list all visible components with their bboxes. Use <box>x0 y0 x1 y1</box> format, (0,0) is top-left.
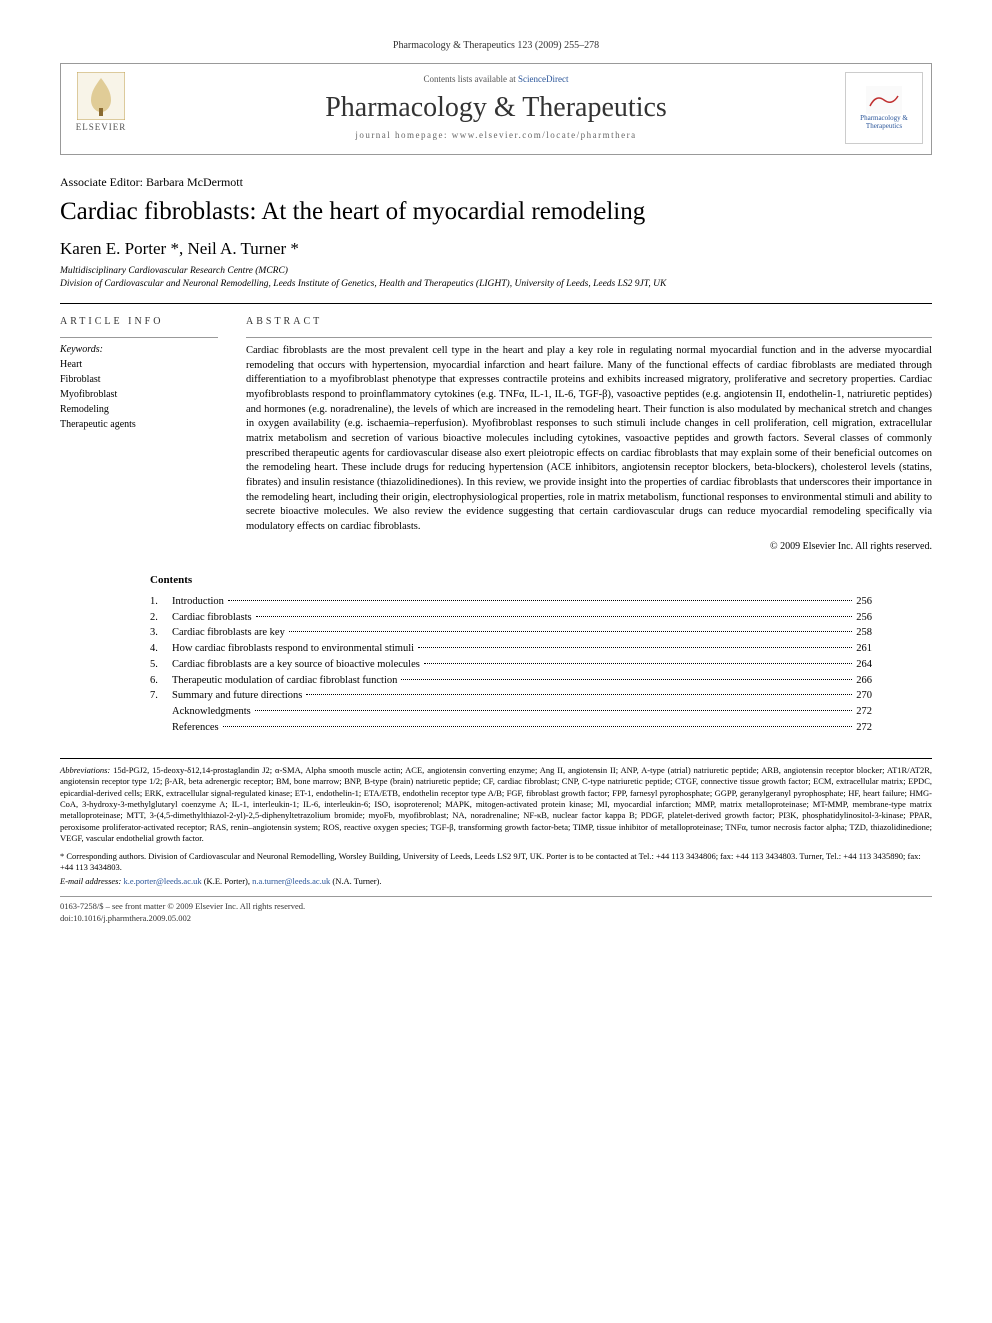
toc-row: 1.Introduction 256 <box>150 594 872 610</box>
toc-page: 270 <box>856 688 872 704</box>
copyright-line: © 2009 Elsevier Inc. All rights reserved… <box>246 541 932 552</box>
toc-page: 264 <box>856 657 872 673</box>
corresponding-authors: * Corresponding authors. Division of Car… <box>60 851 932 874</box>
toc-label: References <box>172 720 219 736</box>
toc-dots <box>223 726 853 727</box>
toc-dots <box>418 647 852 648</box>
publisher-label: ELSEVIER <box>76 122 127 132</box>
publisher-logo: ELSEVIER <box>69 72 133 144</box>
toc-number: 7. <box>150 688 172 704</box>
info-abstract-row: ARTICLE INFO Keywords: Heart Fibroblast … <box>60 303 932 552</box>
elsevier-tree-icon <box>77 72 125 120</box>
toc-row: Acknowledgments 272 <box>150 704 872 720</box>
email-label: E-mail addresses: <box>60 876 121 886</box>
journal-cover-thumb: Pharmacology & Therapeutics <box>845 72 923 144</box>
keywords-list: Heart Fibroblast Myofibroblast Remodelin… <box>60 357 218 432</box>
abbreviations-label: Abbreviations: <box>60 765 110 775</box>
toc-label: Summary and future directions <box>172 688 302 704</box>
toc-number: 1. <box>150 594 172 610</box>
keyword-item: Fibroblast <box>60 372 218 387</box>
keyword-item: Myofibroblast <box>60 387 218 402</box>
keywords-label: Keywords: <box>60 337 218 355</box>
email-who: (N.A. Turner). <box>332 876 381 886</box>
toc-row: 6.Therapeutic modulation of cardiac fibr… <box>150 673 872 689</box>
toc-dots <box>306 694 852 695</box>
affiliation-line: Multidisciplinary Cardiovascular Researc… <box>60 265 932 278</box>
contents-available-line: Contents lists available at ScienceDirec… <box>61 74 931 84</box>
citation-header: Pharmacology & Therapeutics 123 (2009) 2… <box>60 40 932 51</box>
journal-banner: ELSEVIER Contents lists available at Sci… <box>60 63 932 155</box>
toc-label: Cardiac fibroblasts <box>172 610 252 626</box>
toc-page: 272 <box>856 704 872 720</box>
toc-page: 272 <box>856 720 872 736</box>
toc-dots <box>401 679 852 680</box>
toc-page: 256 <box>856 594 872 610</box>
author-email-link[interactable]: n.a.turner@leeds.ac.uk <box>252 876 330 886</box>
keyword-item: Therapeutic agents <box>60 417 218 432</box>
toc-row: 4.How cardiac fibroblasts respond to env… <box>150 641 872 657</box>
cover-icon <box>866 86 902 114</box>
toc-number: 6. <box>150 673 172 689</box>
affiliations: Multidisciplinary Cardiovascular Researc… <box>60 265 932 291</box>
keyword-item: Heart <box>60 357 218 372</box>
toc-row: References 272 <box>150 720 872 736</box>
keyword-item: Remodeling <box>60 402 218 417</box>
bottom-meta: 0163-7258/$ – see front matter © 2009 El… <box>60 896 932 925</box>
email-line: E-mail addresses: k.e.porter@leeds.ac.uk… <box>60 876 932 886</box>
abbreviations-text: 15d-PGJ2, 15-deoxy-δ12,14-prostaglandin … <box>60 765 932 844</box>
email-who: (K.E. Porter) <box>204 876 248 886</box>
toc-dots <box>256 616 853 617</box>
toc-page: 266 <box>856 673 872 689</box>
toc-heading: Contents <box>150 574 872 586</box>
toc-dots <box>255 710 853 711</box>
abstract-body: Cardiac fibroblasts are the most prevale… <box>246 337 932 535</box>
toc-row: 2.Cardiac fibroblasts 256 <box>150 610 872 626</box>
toc-label: How cardiac fibroblasts respond to envir… <box>172 641 414 657</box>
sciencedirect-link[interactable]: ScienceDirect <box>518 74 568 84</box>
author-email-link[interactable]: k.e.porter@leeds.ac.uk <box>123 876 201 886</box>
toc-page: 258 <box>856 625 872 641</box>
toc-label: Introduction <box>172 594 224 610</box>
toc-label: Cardiac fibroblasts are key <box>172 625 285 641</box>
toc-number: 2. <box>150 610 172 626</box>
toc-number: 4. <box>150 641 172 657</box>
authors-line: Karen E. Porter *, Neil A. Turner * <box>60 239 932 259</box>
affiliation-line: Division of Cardiovascular and Neuronal … <box>60 278 932 291</box>
toc-number: 3. <box>150 625 172 641</box>
front-matter-line: 0163-7258/$ – see front matter © 2009 El… <box>60 901 932 913</box>
associate-editor: Associate Editor: Barbara McDermott <box>60 175 932 190</box>
abstract-col: ABSTRACT Cardiac fibroblasts are the mos… <box>246 316 932 552</box>
doi-line: doi:10.1016/j.pharmthera.2009.05.002 <box>60 913 932 925</box>
article-info-heading: ARTICLE INFO <box>60 316 218 327</box>
homepage-url: www.elsevier.com/locate/pharmthera <box>452 130 637 140</box>
toc-label: Cardiac fibroblasts are a key source of … <box>172 657 420 673</box>
table-of-contents: Contents 1.Introduction2562.Cardiac fibr… <box>150 574 872 736</box>
toc-label: Acknowledgments <box>172 704 251 720</box>
toc-dots <box>228 600 852 601</box>
journal-homepage: journal homepage: www.elsevier.com/locat… <box>61 130 931 140</box>
cover-label: Pharmacology & Therapeutics <box>850 114 918 131</box>
contents-prefix: Contents lists available at <box>424 74 518 84</box>
article-title: Cardiac fibroblasts: At the heart of myo… <box>60 196 932 227</box>
abbreviations-block: Abbreviations: 15d-PGJ2, 15-deoxy-δ12,14… <box>60 758 932 845</box>
abstract-heading: ABSTRACT <box>246 316 932 327</box>
article-info-col: ARTICLE INFO Keywords: Heart Fibroblast … <box>60 316 218 552</box>
journal-name: Pharmacology & Therapeutics <box>61 92 931 124</box>
homepage-prefix: journal homepage: <box>355 130 451 140</box>
toc-page: 256 <box>856 610 872 626</box>
toc-row: 3.Cardiac fibroblasts are key 258 <box>150 625 872 641</box>
toc-dots <box>289 631 852 632</box>
toc-row: 7.Summary and future directions 270 <box>150 688 872 704</box>
toc-dots <box>424 663 852 664</box>
toc-number: 5. <box>150 657 172 673</box>
toc-page: 261 <box>856 641 872 657</box>
toc-label: Therapeutic modulation of cardiac fibrob… <box>172 673 397 689</box>
toc-row: 5.Cardiac fibroblasts are a key source o… <box>150 657 872 673</box>
